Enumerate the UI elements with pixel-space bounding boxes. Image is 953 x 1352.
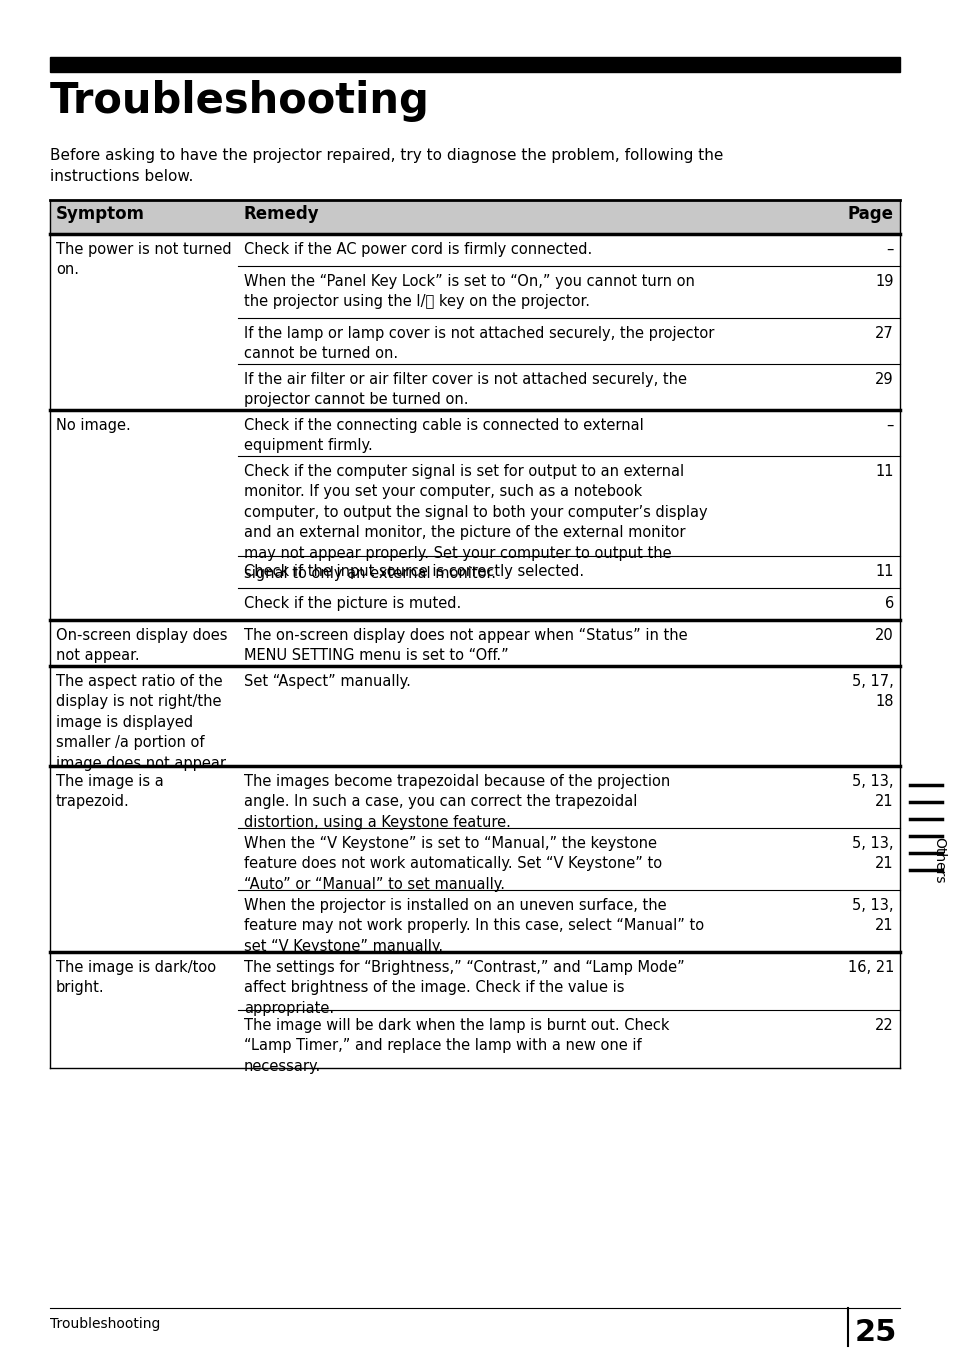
- Text: On-screen display does
not appear.: On-screen display does not appear.: [56, 627, 227, 664]
- Text: 19: 19: [875, 274, 893, 289]
- Text: The image will be dark when the lamp is burnt out. Check
“Lamp Timer,” and repla: The image will be dark when the lamp is …: [244, 1018, 669, 1073]
- Text: 25: 25: [854, 1318, 896, 1347]
- Text: 22: 22: [874, 1018, 893, 1033]
- Text: The images become trapezoidal because of the projection
angle. In such a case, y: The images become trapezoidal because of…: [244, 773, 670, 830]
- Text: Troubleshooting: Troubleshooting: [50, 80, 430, 122]
- Text: 11: 11: [875, 564, 893, 579]
- Text: 5, 13,
21: 5, 13, 21: [852, 773, 893, 810]
- Text: The settings for “Brightness,” “Contrast,” and “Lamp Mode”
affect brightness of : The settings for “Brightness,” “Contrast…: [244, 960, 684, 1015]
- Text: Before asking to have the projector repaired, try to diagnose the problem, follo: Before asking to have the projector repa…: [50, 147, 722, 184]
- Text: –: –: [885, 418, 893, 433]
- Text: When the “Panel Key Lock” is set to “On,” you cannot turn on
the projector using: When the “Panel Key Lock” is set to “On,…: [244, 274, 694, 310]
- Text: Check if the picture is muted.: Check if the picture is muted.: [244, 596, 460, 611]
- Bar: [50, 57, 899, 72]
- Text: Set “Aspect” manually.: Set “Aspect” manually.: [244, 675, 411, 690]
- Text: Check if the computer signal is set for output to an external
monitor. If you se: Check if the computer signal is set for …: [244, 464, 707, 581]
- Text: Check if the AC power cord is firmly connected.: Check if the AC power cord is firmly con…: [244, 242, 592, 257]
- Text: 6: 6: [883, 596, 893, 611]
- Text: 20: 20: [874, 627, 893, 644]
- Text: When the projector is installed on an uneven surface, the
feature may not work p: When the projector is installed on an un…: [244, 898, 703, 953]
- Text: Troubleshooting: Troubleshooting: [50, 1317, 160, 1330]
- Text: Symptom: Symptom: [56, 206, 145, 223]
- Text: 5, 13,
21: 5, 13, 21: [852, 898, 893, 933]
- Text: Check if the input source is correctly selected.: Check if the input source is correctly s…: [244, 564, 583, 579]
- Text: When the “V Keystone” is set to “Manual,” the keystone
feature does not work aut: When the “V Keystone” is set to “Manual,…: [244, 836, 661, 892]
- Text: If the lamp or lamp cover is not attached securely, the projector
cannot be turn: If the lamp or lamp cover is not attache…: [244, 326, 714, 361]
- Text: Remedy: Remedy: [244, 206, 319, 223]
- Text: –: –: [885, 242, 893, 257]
- Text: The power is not turned
on.: The power is not turned on.: [56, 242, 232, 277]
- Text: Page: Page: [847, 206, 893, 223]
- Text: 29: 29: [875, 372, 893, 387]
- Text: The aspect ratio of the
display is not right/the
image is displayed
smaller /a p: The aspect ratio of the display is not r…: [56, 675, 229, 771]
- Bar: [50, 200, 899, 234]
- Text: 5, 13,
21: 5, 13, 21: [852, 836, 893, 872]
- Text: Check if the connecting cable is connected to external
equipment firmly.: Check if the connecting cable is connect…: [244, 418, 643, 453]
- Text: 16, 21: 16, 21: [846, 960, 893, 975]
- Text: The on-screen display does not appear when “Status” in the
MENU SETTING menu is : The on-screen display does not appear wh…: [244, 627, 687, 664]
- Text: Others: Others: [931, 837, 945, 883]
- Text: 27: 27: [874, 326, 893, 341]
- Text: No image.: No image.: [56, 418, 131, 433]
- Text: 11: 11: [875, 464, 893, 479]
- Text: If the air filter or air filter cover is not attached securely, the
projector ca: If the air filter or air filter cover is…: [244, 372, 686, 407]
- Text: 5, 17,
18: 5, 17, 18: [851, 675, 893, 710]
- Text: The image is dark/too
bright.: The image is dark/too bright.: [56, 960, 216, 995]
- Text: The image is a
trapezoid.: The image is a trapezoid.: [56, 773, 164, 810]
